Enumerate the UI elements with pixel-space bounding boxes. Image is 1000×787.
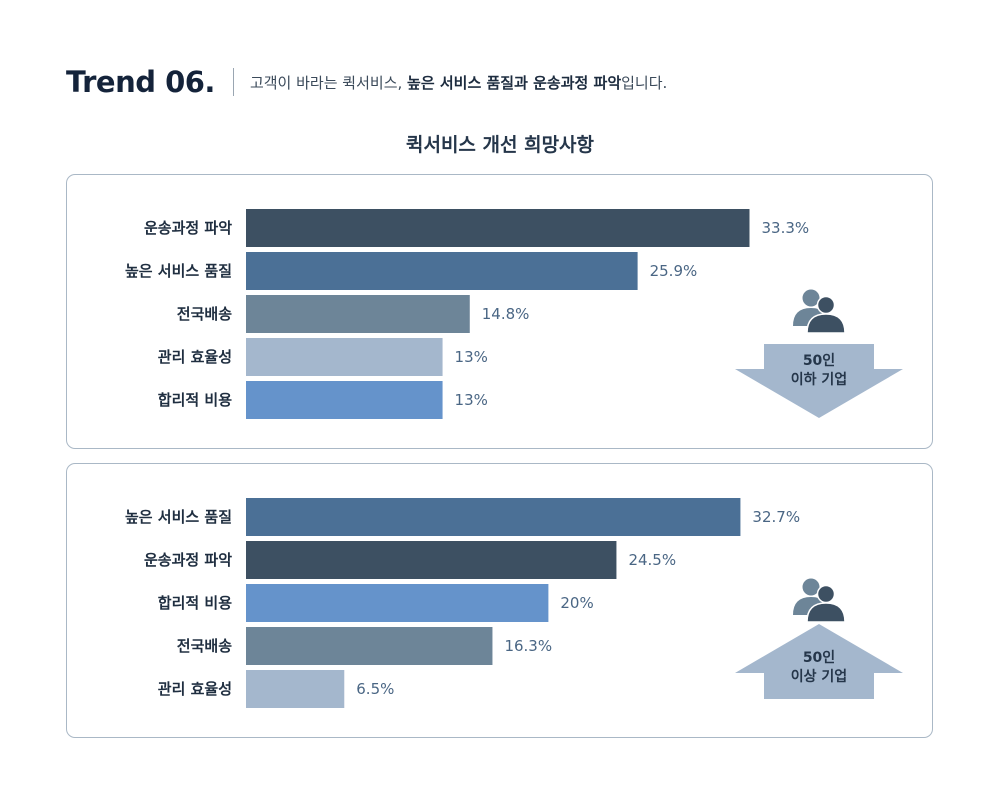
category-label: 합리적 비용 xyxy=(158,594,232,612)
chart-panel-small-companies: 운송과정 파악 33.3% 높은 서비스 품질 25.9% 전국배송 14.8% 관리 효율… xyxy=(66,174,933,449)
arrow-up-icon xyxy=(735,624,903,699)
value-label: 20% xyxy=(560,594,593,612)
bar xyxy=(246,498,741,536)
category-label: 높은 서비스 품질 xyxy=(125,508,232,526)
value-label: 16.3% xyxy=(504,637,552,655)
category-label: 운송과정 파악 xyxy=(144,219,232,237)
value-label: 6.5% xyxy=(356,680,394,698)
bar xyxy=(246,209,750,247)
subtitle-post: 입니다. xyxy=(621,73,668,92)
bar xyxy=(246,252,638,290)
bar xyxy=(246,295,470,333)
category-label: 합리적 비용 xyxy=(158,391,232,409)
bar xyxy=(246,381,443,419)
bar-chart-large-companies: 높은 서비스 품질 32.7% 운송과정 파악 24.5% 합리적 비용 20% 전국배송 1… xyxy=(125,498,903,708)
person-body-front xyxy=(806,313,846,334)
person-head-back xyxy=(802,289,820,307)
bar xyxy=(246,627,493,665)
value-label: 25.9% xyxy=(650,262,698,280)
bar xyxy=(246,670,345,708)
person-head-back xyxy=(802,578,820,596)
value-label: 14.8% xyxy=(482,305,530,323)
bar-chart-small-companies: 운송과정 파악 33.3% 높은 서비스 품질 25.9% 전국배송 14.8% 관리 효율… xyxy=(125,209,903,419)
subtitle-pre: 고객이 바라는 퀵서비스, xyxy=(249,73,408,92)
category-label: 관리 효율성 xyxy=(158,348,232,366)
people-icon xyxy=(793,289,846,334)
chart-panel-large-companies: 높은 서비스 품질 32.7% 운송과정 파악 24.5% 합리적 비용 20% 전국배송 1… xyxy=(66,463,933,738)
category-label: 전국배송 xyxy=(177,637,232,655)
people-icon xyxy=(793,578,846,623)
group-label-line1: 50인 xyxy=(803,352,835,369)
trend-label: Trend 06. xyxy=(66,65,215,99)
category-label: 높은 서비스 품질 xyxy=(125,262,232,280)
person-head-front xyxy=(816,295,836,315)
value-label: 24.5% xyxy=(628,551,676,569)
person-head-front xyxy=(816,584,836,604)
person-body-front xyxy=(806,602,846,623)
value-label: 32.7% xyxy=(752,508,800,526)
category-label: 관리 효율성 xyxy=(158,680,232,698)
chart-title: 퀵서비스 개선 희망사항 xyxy=(405,134,595,156)
value-label: 33.3% xyxy=(761,219,809,237)
category-label: 전국배송 xyxy=(177,305,232,323)
bar xyxy=(246,584,549,622)
value-label: 13% xyxy=(455,348,488,366)
page-header: Trend 06. 고객이 바라는 퀵서비스, 높은 서비스 품질과 운송과정 … xyxy=(66,62,667,102)
group-label-line1: 50인 xyxy=(803,649,835,666)
arrow-down-icon xyxy=(735,344,903,418)
bar xyxy=(246,541,617,579)
group-label-line2: 이하 기업 xyxy=(791,371,847,388)
value-label: 13% xyxy=(455,391,488,409)
bar xyxy=(246,338,443,376)
group-label-line2: 이상 기업 xyxy=(791,668,847,685)
subtitle-bold: 높은 서비스 품질과 운송과정 파악 xyxy=(407,73,622,92)
header-subtitle: 고객이 바라는 퀵서비스, 높은 서비스 품질과 운송과정 파악입니다. xyxy=(250,72,667,93)
header-divider xyxy=(232,68,234,96)
category-label: 운송과정 파악 xyxy=(144,551,232,569)
